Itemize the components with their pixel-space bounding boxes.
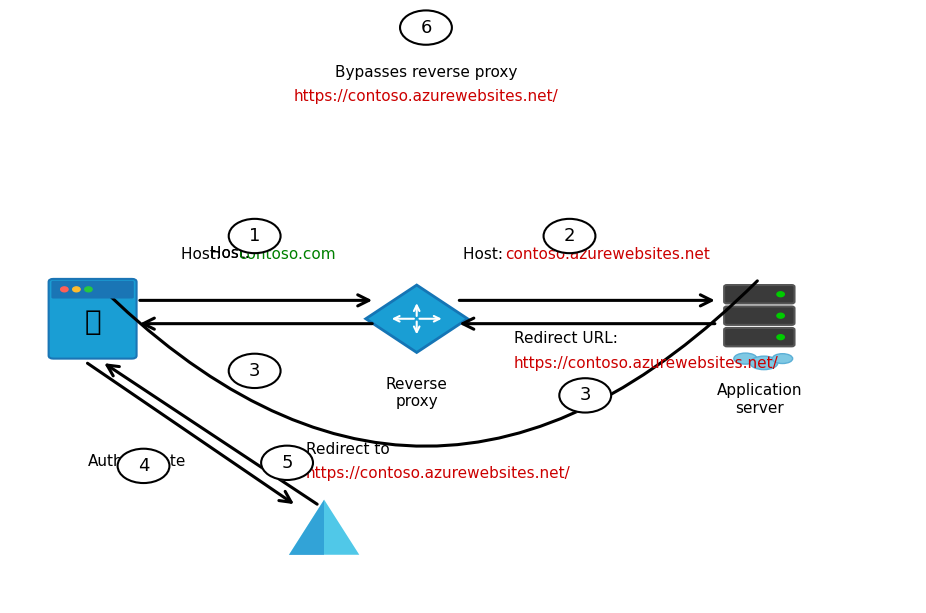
Text: Host:: Host: [210, 246, 255, 261]
Text: https://contoso.azurewebsites.net/: https://contoso.azurewebsites.net/ [514, 356, 779, 371]
Text: 6: 6 [420, 18, 432, 37]
FancyBboxPatch shape [52, 281, 134, 299]
Circle shape [229, 219, 281, 253]
Text: Host:: Host: [210, 246, 255, 261]
Text: contoso.com: contoso.com [238, 248, 335, 262]
Text: 2: 2 [564, 227, 575, 245]
Circle shape [777, 335, 784, 340]
FancyBboxPatch shape [724, 285, 795, 303]
Text: 1: 1 [249, 227, 260, 245]
Text: Application
server: Application server [717, 383, 802, 416]
Text: 👤: 👤 [84, 308, 101, 336]
Text: 3: 3 [249, 362, 260, 380]
Ellipse shape [733, 353, 757, 364]
Text: 4: 4 [138, 457, 149, 475]
Circle shape [73, 287, 81, 292]
Circle shape [777, 292, 784, 297]
Circle shape [559, 378, 611, 413]
Text: Authenticate: Authenticate [88, 454, 186, 469]
Polygon shape [366, 285, 468, 352]
Text: 3: 3 [580, 386, 591, 405]
Text: contoso.azurewebsites.net: contoso.azurewebsites.net [505, 248, 709, 262]
Circle shape [229, 354, 281, 388]
FancyBboxPatch shape [724, 306, 795, 325]
Circle shape [85, 287, 93, 292]
Circle shape [544, 219, 595, 253]
Ellipse shape [750, 356, 778, 370]
FancyBboxPatch shape [49, 279, 137, 359]
Text: https://contoso.azurewebsites.net/: https://contoso.azurewebsites.net/ [294, 89, 558, 104]
Text: Redirect URL:: Redirect URL: [514, 332, 618, 346]
Polygon shape [289, 500, 359, 555]
Circle shape [261, 446, 313, 480]
Text: https://contoso.azurewebsites.net/: https://contoso.azurewebsites.net/ [306, 466, 570, 481]
Text: Reverse
proxy: Reverse proxy [386, 377, 447, 409]
Text: Host:: Host: [181, 248, 225, 262]
Circle shape [118, 449, 169, 483]
Text: Redirect to: Redirect to [306, 442, 389, 457]
Text: Bypasses reverse proxy: Bypasses reverse proxy [335, 65, 517, 80]
Text: 5: 5 [282, 454, 293, 472]
Circle shape [61, 287, 69, 292]
Circle shape [400, 10, 452, 45]
Ellipse shape [772, 354, 793, 364]
FancyBboxPatch shape [724, 328, 795, 346]
Circle shape [777, 313, 784, 318]
Text: Host:: Host: [463, 248, 507, 262]
Polygon shape [289, 500, 324, 555]
